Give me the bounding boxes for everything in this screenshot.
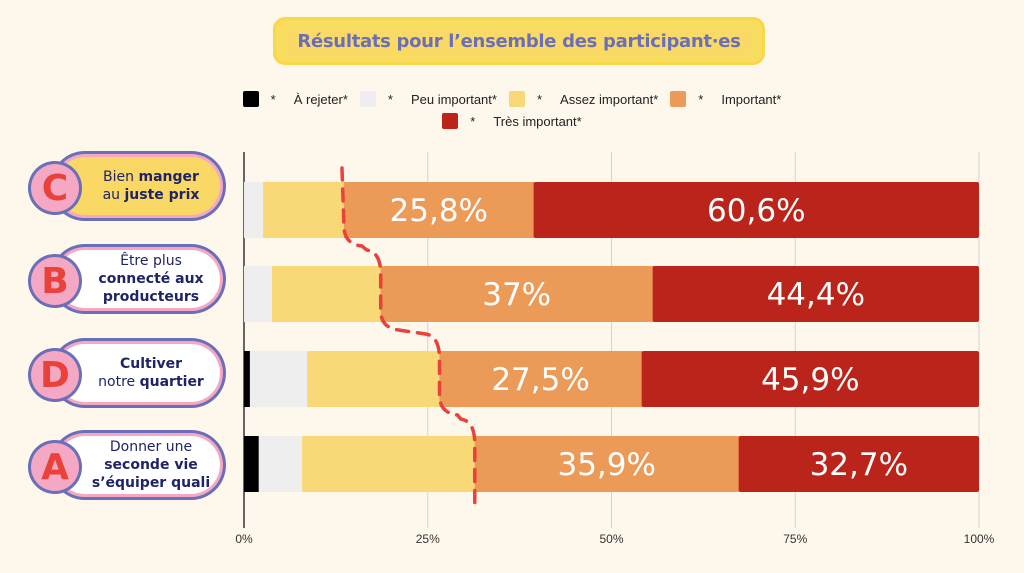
category-badge: B (28, 254, 82, 308)
legend-marker: * (470, 113, 476, 129)
category-letter: C (31, 164, 79, 212)
bar-segment (244, 351, 251, 407)
bar-segment (307, 351, 441, 407)
x-tick-label: 50% (599, 532, 623, 546)
pill-shape: Être plus connecté aux producteurs (50, 244, 226, 314)
annotation-dashed-line (340, 166, 477, 512)
category-text: Donner une seconde vie s’équiper quali (91, 439, 211, 491)
pill-shape: Cultiver notre quartier (50, 338, 226, 408)
legend-item: * Important* (670, 91, 781, 107)
x-tick-label: 75% (783, 532, 807, 546)
category-text: Être plus connecté aux producteurs (98, 253, 204, 305)
bar-segment (244, 266, 273, 322)
category-text: Bien manger au juste prix (102, 169, 200, 203)
bar-segment (738, 436, 979, 492)
legend-item: * Assez important* (508, 91, 659, 107)
legend-row: * Très important* (0, 110, 1024, 132)
bar-segment (652, 266, 979, 322)
bar-segment (343, 182, 535, 238)
legend-label: Assez important* (560, 91, 659, 107)
legend-row: * À rejeter* * Peu important* * Assez importa… (0, 88, 1024, 110)
bar-segment (258, 436, 303, 492)
bar-segment (302, 436, 476, 492)
bar-segment (641, 351, 979, 407)
data-label: 35,9% (557, 447, 655, 483)
category-letter: B (31, 257, 79, 305)
bar-segment (244, 182, 264, 238)
legend-marker: * (698, 91, 704, 107)
bar-segment (533, 182, 979, 238)
category-label: Cultiver notre quartier D (28, 338, 226, 408)
category-letter: D (31, 351, 79, 399)
legend-label: Important* (721, 91, 782, 107)
legend-item: * Peu important* (359, 91, 497, 107)
category-badge: A (28, 440, 82, 494)
bar-segment (244, 436, 260, 492)
legend-swatch (359, 91, 376, 107)
legend-item: * À rejeter* (242, 91, 348, 107)
category-label: Être plus connecté aux producteurs B (28, 244, 226, 314)
category-letter: A (31, 443, 79, 491)
category-text: Cultiver notre quartier (98, 356, 204, 390)
legend-marker: * (270, 91, 276, 107)
legend-marker: * (387, 91, 393, 107)
data-label: 25,8% (390, 193, 488, 229)
category-badge: D (28, 348, 82, 402)
category-label: Donner une seconde vie s’équiper quali A (28, 430, 226, 500)
x-tick-label: 100% (964, 532, 995, 546)
legend-swatch (442, 113, 459, 129)
legend-label: Peu important* (410, 91, 497, 107)
legend-item: * Très important* (442, 113, 582, 129)
legend-marker: * (536, 91, 543, 107)
data-label: 32,7% (810, 447, 908, 483)
chart-title: Résultats pour l’ensemble des participan… (285, 26, 753, 56)
pill-shape: Donner une seconde vie s’équiper quali (50, 430, 226, 500)
pill-shape: Bien manger au juste prix (50, 151, 226, 221)
data-label: 27,5% (491, 362, 589, 398)
bar-segment (249, 351, 308, 407)
legend-swatch (242, 91, 259, 107)
legend-label: Très important* (493, 113, 582, 129)
category-badge: C (28, 161, 82, 215)
bar-segment (263, 182, 345, 238)
bar-segment (271, 266, 382, 322)
x-tick-label: 0% (235, 532, 253, 546)
x-tick-label: 25% (416, 532, 440, 546)
data-label: 60,6% (707, 193, 805, 229)
chart-title-box: Résultats pour l’ensemble des participan… (273, 17, 765, 65)
legend-swatch (670, 91, 687, 107)
data-label: 37% (482, 277, 551, 313)
bar-segment (380, 266, 654, 322)
legend-swatch (508, 91, 525, 107)
data-label: 45,9% (761, 362, 859, 398)
legend-label: À rejeter* (293, 91, 348, 107)
legend: * À rejeter* * Peu important* * Assez importa… (0, 88, 1024, 132)
category-label: Bien manger au juste prix C (28, 151, 226, 221)
data-label: 44,4% (767, 277, 865, 313)
bar-segment (474, 436, 740, 492)
bar-segment (439, 351, 643, 407)
